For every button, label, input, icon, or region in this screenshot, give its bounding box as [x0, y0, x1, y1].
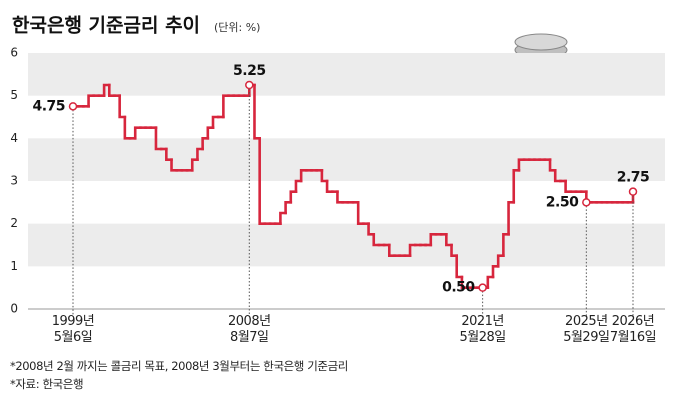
value-label: 0.50	[442, 280, 475, 296]
line-step	[553, 169, 562, 183]
point	[582, 198, 591, 207]
line-step	[517, 158, 526, 172]
line-step	[289, 190, 298, 204]
line-step	[299, 169, 308, 183]
line-step	[507, 201, 516, 236]
footnote: *2008년 2월 까지는 콜금리 목표, 2008년 3월부터는 한국은행 기…	[10, 359, 348, 373]
line-step	[258, 137, 267, 225]
line-step	[429, 233, 438, 247]
x-tick-label: 1999년 5월6일	[51, 314, 95, 345]
line-step	[512, 169, 521, 204]
line-step	[455, 254, 464, 279]
line-step	[165, 147, 173, 161]
x-tick-label: 2026년 7월16일	[609, 314, 657, 345]
line-step	[196, 147, 204, 161]
line-step	[279, 211, 287, 225]
chart-subtitle: (단위: %)	[214, 21, 260, 34]
line-step	[496, 254, 505, 268]
y-tick-label: 5	[10, 88, 18, 102]
y-tick-label: 0	[10, 302, 18, 316]
y-tick-label: 6	[10, 46, 18, 60]
line-step	[253, 83, 261, 140]
line-step	[170, 158, 179, 172]
line-step	[118, 94, 127, 119]
point	[628, 187, 638, 196]
point	[245, 80, 254, 90]
line-step	[154, 126, 163, 151]
line-step	[284, 201, 293, 215]
line-step	[133, 126, 142, 140]
line-step	[294, 179, 303, 193]
line-step	[123, 115, 132, 140]
y-tick-label: 4	[10, 131, 18, 145]
line-step	[320, 169, 329, 183]
line-step	[445, 233, 453, 247]
line-step	[211, 115, 220, 129]
line-step	[107, 83, 116, 97]
y-tick-label: 3	[10, 174, 18, 188]
value-label: 4.75	[32, 98, 65, 114]
line-step	[486, 275, 495, 289]
line-step	[367, 222, 376, 236]
point	[68, 102, 78, 111]
line-step	[190, 158, 199, 172]
grid-band	[28, 53, 665, 96]
value-label: 5.25	[233, 63, 266, 79]
line-step	[102, 83, 111, 97]
line-step	[408, 243, 417, 257]
line-step	[222, 94, 230, 119]
line-step	[372, 233, 381, 247]
x-tick-label: 2025년 5월29일	[563, 314, 610, 345]
line-step	[450, 243, 459, 257]
value-label: 2.75	[617, 170, 650, 186]
line-step	[387, 243, 396, 257]
line-step	[336, 190, 344, 204]
line-step	[564, 179, 573, 193]
line-step	[87, 94, 96, 108]
x-tick-label: 2008년 8월7일	[228, 314, 271, 345]
grid-band	[28, 223, 665, 267]
grid-band	[28, 138, 665, 181]
point	[478, 283, 487, 292]
line-step	[460, 275, 469, 289]
chart-title: 한국은행 기준금리 추이	[12, 15, 200, 37]
y-tick-label: 2	[10, 216, 18, 230]
line-step	[502, 233, 510, 257]
footnote: *자료: 한국은행	[10, 377, 84, 391]
line-step	[201, 137, 210, 151]
line-step	[491, 265, 500, 279]
line-step	[548, 158, 557, 172]
line-step	[206, 126, 215, 140]
line-step	[325, 179, 334, 193]
x-tick-label: 2021년 5월28일	[459, 314, 507, 345]
line-step	[356, 201, 365, 225]
value-label: 2.50	[546, 194, 579, 210]
y-tick-label: 1	[10, 259, 18, 273]
